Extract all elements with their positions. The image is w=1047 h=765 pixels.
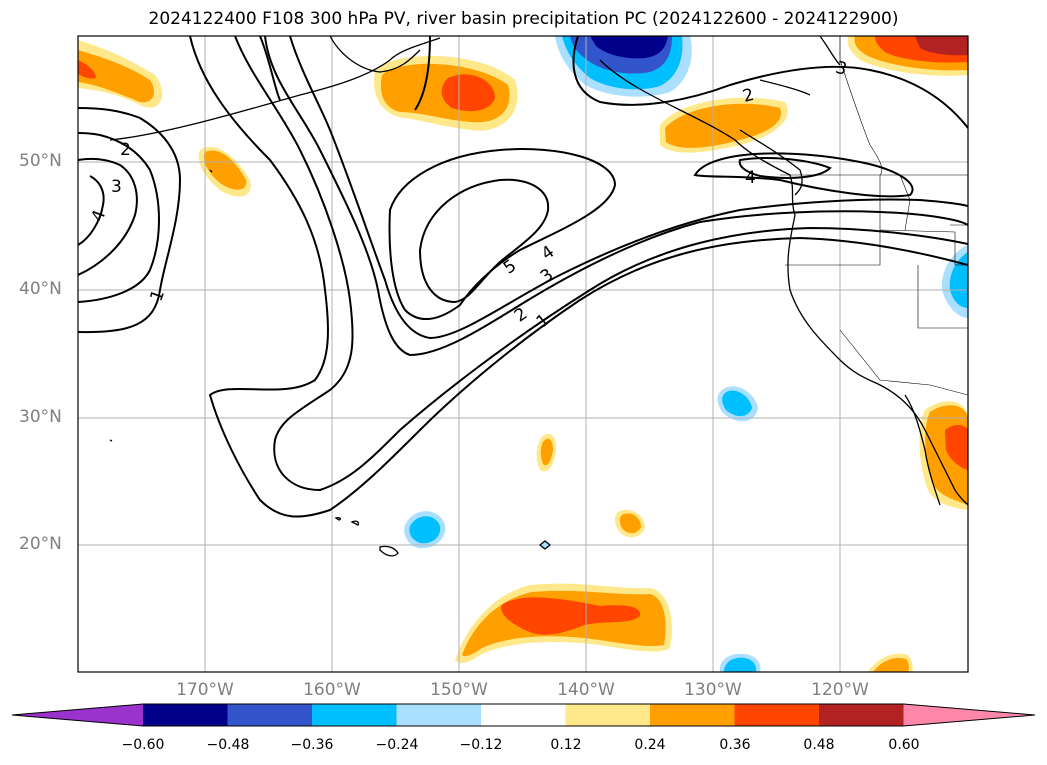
colorbar-tick-label: 0.24 [634, 737, 666, 753]
precip-anomaly-positive [374, 56, 518, 131]
lon-label-160w: 160°W [303, 680, 361, 700]
pv-contour-big-2 [234, 36, 968, 492]
pv-contour-bc-inner [738, 157, 832, 179]
precip-anomaly-positive [660, 97, 788, 153]
contour-label-4: 4 [88, 207, 110, 224]
political-borders [780, 36, 968, 396]
colorbar-segment [650, 704, 735, 726]
precip-anomaly-positive [536, 433, 557, 472]
colorbar-tick-label: −0.24 [375, 737, 419, 753]
lon-label-130w: 130°W [684, 680, 742, 700]
colorbar-tick-label: 0.60 [888, 737, 920, 753]
precip-anomaly-positive [78, 40, 163, 108]
precip-anomaly-positive [615, 509, 645, 538]
precip-anomaly-positive [919, 401, 968, 510]
colorbar-segment [396, 704, 482, 726]
pv-contours [78, 36, 968, 518]
precip-anomaly-positive [868, 653, 913, 672]
precip-shading [78, 36, 968, 672]
pv-contour-big-1 [189, 36, 968, 518]
precip-anomaly-negative [717, 386, 758, 422]
colorbar-tick-label: 0.36 [719, 737, 751, 753]
pv-contour-bc [693, 152, 914, 198]
contour-label-2b: 2 [511, 304, 531, 327]
contour-label-3c: 3 [833, 58, 849, 80]
contour-label-4b: 4 [538, 242, 558, 265]
colorbar-segment [227, 704, 313, 726]
precip-anomaly-negative [555, 36, 692, 97]
pv-contour-1 [78, 107, 182, 334]
colorbar-segment [312, 704, 397, 726]
contour-label-2c: 2 [741, 85, 757, 107]
pv-contour-north-2 [414, 36, 431, 111]
colorbar-segment [734, 704, 820, 726]
pv-contour-5-inner [418, 178, 550, 304]
pv-contour-big-4 [289, 36, 968, 340]
pv-contour-3 [78, 157, 138, 276]
pv-contour-5-closed [388, 148, 617, 321]
precip-anomaly-positive [198, 146, 251, 197]
precip-anomaly-positive [455, 583, 672, 663]
coastlines [109, 36, 968, 557]
precip-anomaly-negative [404, 511, 446, 549]
map-frame [77, 35, 969, 673]
colorbar-extend-max [903, 704, 1035, 726]
gridlines [78, 36, 968, 672]
colorbar-tick-label: −0.36 [290, 737, 334, 753]
colorbar-segment [481, 704, 566, 726]
lon-label-140w: 140°W [557, 680, 615, 700]
figure-title: 2024122400 F108 300 hPa PV, river basin … [148, 9, 899, 29]
precip-anomaly-negative [719, 653, 761, 672]
colorbar [11, 703, 1036, 727]
lat-label-50n: 50°N [19, 151, 62, 171]
lon-label-150w: 150°W [430, 680, 488, 700]
colorbar-segment [565, 704, 651, 726]
colorbar-tick-label: −0.48 [206, 737, 250, 753]
contour-label-2: 2 [120, 140, 131, 160]
pv-contour-4 [78, 175, 105, 246]
contour-label-4c: 4 [745, 168, 756, 188]
colorbar-outline [11, 703, 1036, 727]
pv-contour-big-3 [264, 36, 968, 357]
colorbar-segment [819, 704, 904, 726]
colorbar-tick-label: −0.12 [459, 737, 503, 753]
lat-label-40n: 40°N [19, 279, 62, 299]
colorbar-tick-label: −0.60 [121, 737, 165, 753]
contour-label-5: 5 [500, 256, 520, 279]
pv-contour-2 [78, 132, 160, 303]
colorbar-tick-label: 0.48 [803, 737, 835, 753]
lat-label-30n: 30°N [19, 407, 62, 427]
contour-label-3: 3 [111, 177, 122, 197]
lat-label-20n: 20°N [19, 534, 62, 554]
precip-anomaly-positive [847, 36, 968, 76]
pv-contour-north-1 [259, 36, 281, 101]
lon-label-170w: 170°W [176, 680, 234, 700]
colorbar-tick-label: 0.12 [550, 737, 582, 753]
colorbar-extend-min [12, 704, 143, 726]
pv-contour-north-3 [572, 36, 968, 129]
lon-label-120w: 120°W [811, 680, 869, 700]
colorbar-segment [143, 704, 228, 726]
